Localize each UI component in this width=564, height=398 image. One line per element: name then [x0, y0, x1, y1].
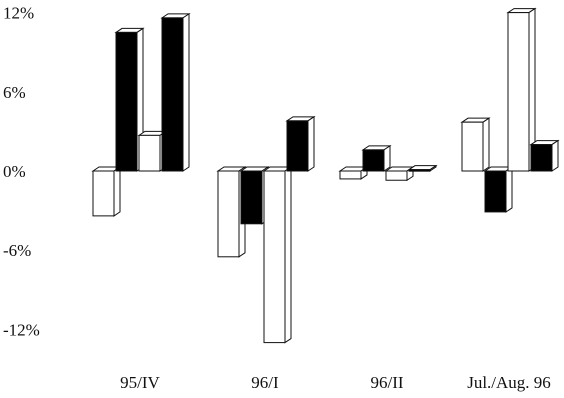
bar-front-face — [240, 170, 263, 225]
bar — [460, 117, 491, 172]
bar-front-face — [161, 17, 184, 172]
bar-side-face — [482, 117, 490, 172]
category-label: 96/II — [370, 373, 403, 392]
bar-front-face — [286, 120, 309, 172]
y-axis-ticks: 12% 6% 0% -6% -12% — [3, 4, 40, 340]
y-tick-label: -12% — [3, 320, 40, 339]
bar-front-face — [385, 170, 408, 181]
bar-front-face — [530, 144, 553, 172]
y-tick-label: 0% — [3, 162, 26, 181]
bar — [91, 166, 122, 217]
bar — [285, 115, 316, 172]
bar-side-face — [182, 12, 190, 172]
category-labels: 95/IV 96/I 96/II Jul./Aug. 96 — [120, 373, 551, 392]
bar-side-face — [505, 166, 513, 213]
bar — [384, 166, 415, 182]
y-tick-label: -6% — [3, 241, 31, 260]
category-label: 95/IV — [120, 373, 160, 392]
category-label: 96/I — [251, 373, 279, 392]
bar — [160, 12, 191, 172]
bar-side-face — [113, 166, 121, 217]
category-label: Jul./Aug. 96 — [467, 373, 551, 392]
bars — [91, 7, 560, 344]
bar — [529, 139, 560, 172]
bar-front-face — [138, 134, 161, 172]
bar — [361, 144, 392, 172]
bar-side-face — [383, 144, 391, 172]
bar-front-face — [408, 169, 431, 172]
y-tick-label: 6% — [3, 83, 26, 102]
bar-front-face — [217, 170, 240, 258]
bar-front-face — [507, 12, 530, 172]
bar — [407, 164, 438, 172]
bar-front-face — [339, 170, 362, 180]
bar-front-face — [92, 170, 115, 217]
bar — [483, 166, 514, 213]
bar-front-face — [115, 31, 138, 172]
y-tick-label: 12% — [3, 4, 34, 23]
bar-side-face — [284, 166, 292, 344]
bar-front-face — [484, 170, 507, 213]
bar — [262, 166, 293, 344]
bar-front-face — [263, 170, 286, 344]
bar-side-face — [551, 139, 559, 172]
bar-front-face — [461, 121, 484, 172]
bar-side-face — [307, 115, 315, 172]
bar-front-face — [362, 149, 385, 172]
